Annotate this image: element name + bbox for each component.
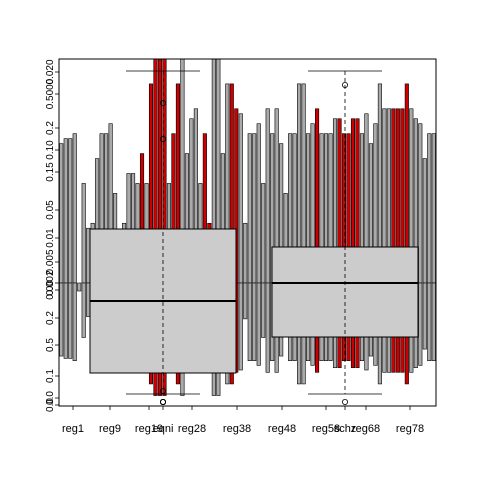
y-tick-label-7: 0.005 [45, 249, 56, 274]
y-tick-label-8: 0.002 [45, 270, 56, 295]
bar-reg3 [68, 138, 73, 284]
x-tick-label-reg38: reg38 [223, 423, 251, 435]
x-tick-label-reg78: reg78 [396, 423, 424, 435]
bar-lower-reg82 [422, 282, 427, 350]
x-tick-label-reg68: reg68 [352, 423, 380, 435]
y-tick-label-5: 0.05 [45, 200, 56, 220]
y-tick-label-4: 0.15 [45, 162, 56, 182]
y-tick-label-14: 0.0 [45, 398, 56, 412]
bar-lower-reg43 [247, 282, 252, 361]
bar-reg84 [431, 133, 436, 284]
x-tick-label-reg19: reg19 [135, 423, 163, 435]
bar-lower-reg44 [252, 282, 257, 361]
bar-lower-reg84 [431, 282, 436, 361]
plot-frame [58, 58, 437, 407]
y-tick-label-0: 0.020 [45, 59, 56, 84]
boxplot-layer [89, 70, 419, 405]
bar-lower-reg2 [63, 282, 68, 359]
y-tick-label-10: 0.2 [45, 311, 56, 325]
x-tick-label-reg58: reg58 [312, 423, 340, 435]
bar-lower-reg47 [265, 282, 270, 373]
x-tick-label-reg9: reg9 [99, 423, 121, 435]
bar-reg41 [238, 113, 243, 284]
bar-reg82 [422, 158, 427, 284]
bar-reg6 [81, 183, 86, 284]
bar-reg7 [86, 227, 91, 284]
bar-reg43 [247, 133, 252, 284]
bar-lower-reg45 [256, 282, 261, 366]
y-tick-label-12: 0.1 [45, 369, 56, 383]
bar-lower-reg7 [86, 282, 91, 317]
bar-lower-reg3 [68, 282, 73, 359]
bar-lower-reg46 [261, 282, 266, 338]
bar-lower-reg42 [243, 282, 248, 320]
y-tick-label-6: 0.01 [45, 228, 56, 248]
bar-reg47 [265, 108, 270, 284]
y-tick-label-2: 0.2 [45, 121, 56, 135]
bar-reg81 [418, 123, 423, 284]
outlier-eqni-1 [159, 100, 166, 107]
bar-lower-reg5 [77, 282, 82, 292]
bar-lower-reg4 [72, 282, 77, 361]
x-tick-label-schz: schz [334, 423, 357, 435]
y-tick-label-11: 0.5 [45, 338, 56, 352]
outlier-eqni-0 [159, 135, 166, 142]
bar-reg42 [243, 222, 248, 284]
bar-reg44 [252, 133, 257, 284]
outlier-eqni-8 [159, 398, 166, 405]
y-tick-label-1: 0.5000 [45, 78, 56, 109]
bar-lower-reg41 [238, 282, 243, 371]
bar-lower-reg6 [81, 282, 86, 338]
bar-reg83 [427, 133, 432, 284]
outlier-schz-1 [341, 398, 348, 405]
y-tick-label-9: 0.00 [45, 280, 56, 300]
bar-reg4 [72, 133, 77, 284]
x-tick-label-reg28: reg28 [178, 423, 206, 435]
y-tick-label-13: 0.0 [45, 391, 56, 405]
bar-lower-reg83 [427, 282, 432, 361]
outlier-schz-0 [341, 82, 348, 89]
y-tick-label-3: 0.10 [45, 140, 56, 160]
x-tick-label-reg48: reg48 [268, 423, 296, 435]
x-tick-label-reg1: reg1 [62, 423, 84, 435]
bar-reg46 [261, 183, 266, 284]
bar-lower-reg81 [418, 282, 423, 366]
x-tick-label-eqni: eqni [153, 423, 174, 435]
bar-reg45 [256, 123, 261, 284]
bar-lower-reg1 [59, 282, 64, 357]
outlier-eqni-2 [159, 387, 166, 394]
bar-reg1 [59, 143, 64, 284]
bar-reg2 [63, 138, 68, 284]
